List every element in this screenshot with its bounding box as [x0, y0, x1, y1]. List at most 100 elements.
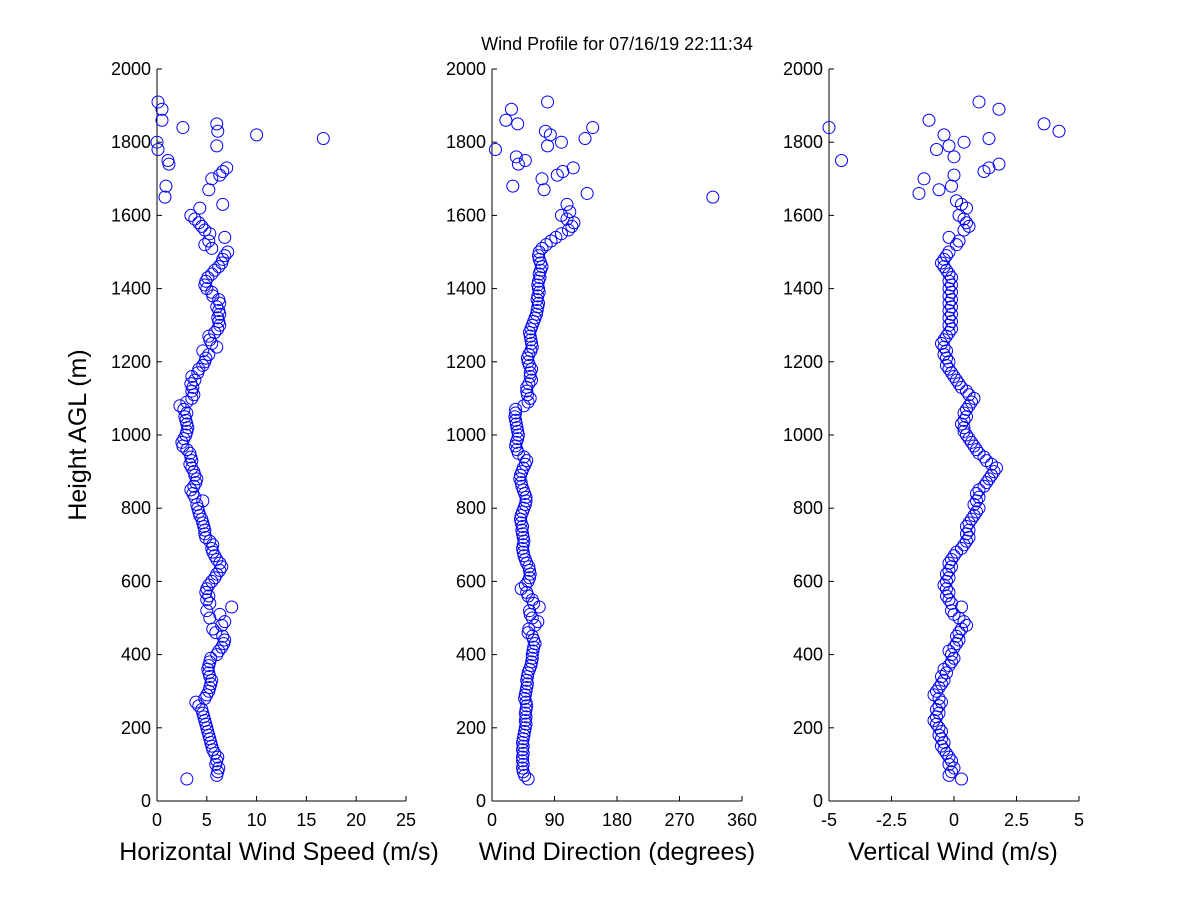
y-tick-label-speed: 400: [121, 645, 151, 665]
data-point-vertical: [970, 505, 983, 519]
y-tick-label-direction: 800: [456, 498, 486, 518]
data-point-speed: [203, 534, 217, 548]
data-point-direction: [539, 238, 553, 252]
data-point-speed: [200, 282, 214, 296]
data-point-vertical: [930, 710, 943, 724]
data-point-speed: [196, 344, 210, 358]
data-point-speed: [202, 578, 216, 592]
data-point-direction: [560, 197, 574, 211]
y-tick-label-direction: 1000: [446, 425, 486, 445]
data-point-direction: [504, 102, 518, 116]
data-point-direction: [509, 406, 523, 420]
data-point-speed: [192, 216, 206, 230]
data-point-vertical: [927, 688, 941, 702]
data-point-vertical: [945, 271, 958, 285]
data-point-vertical: [957, 406, 971, 420]
data-point-vertical: [942, 750, 956, 764]
data-point-speed: [210, 340, 224, 354]
data-point-speed: [195, 219, 209, 233]
y-tick-label-direction: 1400: [446, 279, 486, 299]
data-point-speed: [218, 249, 232, 263]
data-point-vertical: [950, 194, 963, 208]
x-tick-label-vertical: 2.5: [1004, 810, 1029, 830]
data-point-direction: [521, 772, 535, 786]
data-point-vertical: [947, 549, 961, 563]
data-point-speed: [180, 395, 194, 409]
y-tick-label-vertical: 400: [793, 645, 823, 665]
data-point-direction: [563, 205, 577, 219]
data-point-speed: [155, 113, 169, 127]
data-point-speed: [205, 241, 219, 255]
data-point-vertical: [950, 629, 963, 643]
y-tick-label-speed: 0: [141, 791, 151, 811]
data-point-speed: [188, 490, 202, 504]
data-point-direction: [525, 651, 539, 665]
data-point-direction: [538, 124, 552, 138]
data-point-direction: [509, 150, 523, 164]
data-point-speed: [180, 406, 194, 420]
data-point-vertical: [940, 351, 953, 365]
y-tick-label-speed: 1000: [111, 425, 151, 445]
data-point-vertical: [972, 490, 986, 504]
data-point-vertical: [962, 516, 976, 530]
data-point-speed: [218, 633, 232, 647]
data-point-vertical: [970, 494, 983, 508]
data-point-speed: [212, 304, 226, 318]
data-point-vertical: [957, 413, 971, 427]
data-point-vertical: [945, 179, 958, 193]
data-point-speed: [180, 772, 194, 786]
data-point-vertical: [1052, 124, 1066, 138]
data-point-speed: [206, 538, 220, 552]
data-point-direction: [543, 128, 557, 142]
data-point-vertical: [937, 340, 951, 354]
data-point-vertical: [970, 443, 983, 457]
data-point-speed: [196, 358, 210, 372]
data-point-vertical: [962, 399, 976, 413]
data-point-speed: [155, 102, 169, 116]
data-point-vertical: [945, 285, 958, 299]
data-point-speed: [225, 600, 239, 614]
data-point-vertical: [972, 95, 986, 109]
data-point-vertical: [935, 337, 948, 350]
data-point-vertical: [917, 172, 931, 186]
data-point-speed: [183, 457, 197, 471]
data-point-speed: [188, 212, 202, 226]
data-point-vertical: [982, 472, 996, 486]
data-point-direction: [521, 395, 535, 409]
data-point-vertical: [942, 556, 956, 570]
data-point-speed: [198, 692, 212, 706]
x-tick-label-direction: 180: [602, 810, 632, 830]
y-tick-label-vertical: 800: [793, 498, 823, 518]
x-tick-label-vertical: -5: [821, 810, 837, 830]
data-point-vertical: [987, 465, 1001, 479]
data-point-vertical: [942, 289, 956, 303]
data-point-vertical: [937, 128, 951, 142]
data-point-speed: [203, 611, 217, 625]
data-point-speed: [177, 402, 191, 416]
data-point-speed: [215, 640, 229, 654]
data-point-direction: [580, 186, 594, 200]
data-point-vertical: [945, 278, 958, 292]
data-point-speed: [215, 618, 229, 632]
panel-vertical-wind: 0 200 400 600 800 1000 1200 1400 1600 1800 2000 -5 -…: [783, 59, 1084, 830]
data-point-speed: [203, 227, 217, 241]
data-point-speed: [211, 124, 225, 138]
data-point-vertical: [955, 380, 968, 394]
y-tick-label-speed: 1600: [111, 205, 151, 225]
data-point-vertical: [942, 768, 956, 782]
data-point-vertical: [1037, 117, 1051, 131]
data-point-direction: [520, 384, 534, 398]
data-point-vertical: [947, 150, 961, 164]
data-point-direction: [522, 377, 536, 391]
data-point-direction: [532, 245, 546, 259]
x-tick-label-speed: 5: [202, 810, 212, 830]
data-point-speed: [250, 128, 264, 142]
data-point-vertical: [935, 724, 948, 738]
data-point-vertical: [960, 402, 973, 416]
data-point-direction: [488, 143, 502, 157]
data-point-speed: [161, 154, 175, 167]
data-point-vertical: [965, 435, 978, 449]
x-tick-label-speed: 25: [396, 810, 416, 830]
data-point-vertical: [942, 296, 956, 310]
